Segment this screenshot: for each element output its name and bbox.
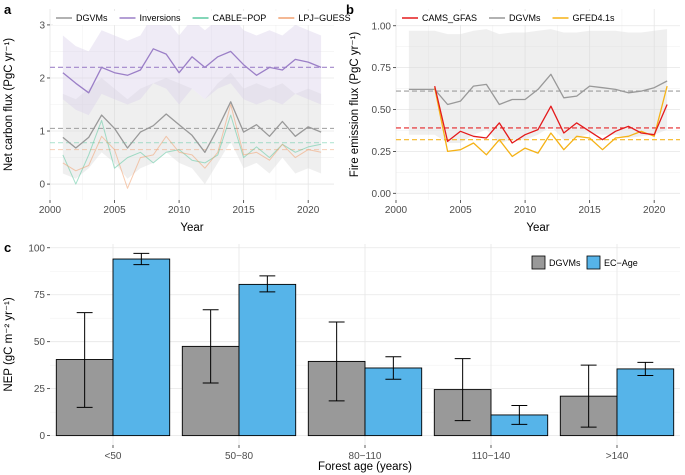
x-tick-label: 2015 [233, 205, 256, 216]
series-line [408, 73, 668, 106]
series-line [62, 114, 322, 185]
bar-ec-age [238, 283, 297, 437]
legend-label-a: CABLE−POP [213, 13, 267, 23]
panel-label-b: b [346, 2, 354, 17]
y-tick-label: 25 [34, 384, 46, 395]
series-line [62, 104, 322, 189]
y-axis-title-c: NEP (gC m⁻² yr⁻¹) [3, 297, 15, 392]
x-axis-title-c: Forest age (years) [318, 461, 412, 473]
legend-label-b: DGVMs [509, 13, 541, 23]
y-tick-label: 0.25 [372, 147, 392, 158]
uncertainty-band [408, 29, 668, 144]
y-tick-label: 0 [39, 180, 45, 191]
legend-label-a: Inversions [140, 13, 182, 23]
x-axis-title-a: Year [180, 222, 203, 234]
panel-label-c: c [4, 240, 11, 255]
x-tick-label: 50−80 [225, 451, 254, 462]
x-tick-label: 80−110 [349, 451, 382, 462]
y-tick-label: 0 [39, 431, 45, 442]
y-tick-label: 0.75 [372, 63, 392, 74]
uncertainty-band [62, 72, 322, 185]
x-tick-label: 2000 [39, 205, 62, 216]
y-tick-label: 75 [34, 290, 46, 301]
y-axis-title-a: Net carbon flux (PgC yr⁻¹) [3, 38, 15, 171]
legend-label-a: DGVMs [76, 13, 108, 23]
legend-key-c [531, 255, 546, 270]
x-axis-title-b: Year [526, 222, 549, 234]
series-line [62, 101, 322, 153]
x-tick-label: 2010 [168, 205, 191, 216]
panel-b: b 2000 2005 2010 2015 2020 0.00 0.25 0.50 0.75 1.0… [346, 2, 680, 234]
series-line [62, 48, 322, 94]
y-tick-label: 1.00 [372, 21, 392, 32]
legend-label-c: DGVMs [549, 258, 581, 268]
bar-ec-age [112, 258, 171, 437]
legend-background [399, 11, 618, 25]
legend-key-c [586, 255, 601, 270]
y-tick-label: 2 [39, 73, 45, 84]
y-tick-label: 1 [39, 127, 45, 138]
legend-label-c: EC−Age [604, 258, 638, 268]
x-tick-label: 2005 [449, 205, 472, 216]
x-tick-label: >140 [606, 451, 629, 462]
panel-c: c 0 25 50 75 100 <50 50−80 80−110 110−140 >140 DGVM… [3, 240, 680, 473]
series-line [434, 85, 668, 158]
x-tick-label: 2020 [297, 205, 320, 216]
series-line [434, 85, 668, 144]
y-tick-label: 0.50 [372, 105, 392, 116]
legend-label-a: LPJ−GUESS [298, 13, 350, 23]
x-tick-label: 2020 [643, 205, 666, 216]
uncertainty-band [62, 14, 322, 116]
x-tick-label: <50 [105, 451, 122, 462]
panel-a: a 2000 2005 2010 2015 2020 0 1 2 3 DGVMs Inversions… [3, 2, 354, 234]
bar-ec-age [616, 368, 675, 437]
y-axis-title-b: Fire emission flux (PgC yr⁻¹) [349, 32, 361, 178]
legend-label-b: GFED4.1s [573, 13, 616, 23]
y-tick-label: 3 [39, 20, 45, 31]
x-tick-label: 2000 [385, 205, 408, 216]
y-tick-label: 0.00 [372, 189, 392, 200]
panel-label-a: a [4, 2, 12, 17]
y-tick-label: 100 [28, 243, 45, 254]
x-tick-label: 2005 [103, 205, 126, 216]
x-tick-label: 2010 [514, 205, 537, 216]
y-tick-label: 50 [34, 337, 46, 348]
x-tick-label: 110−140 [472, 451, 511, 462]
x-tick-label: 2015 [579, 205, 602, 216]
legend-label-b: CAMS_GFAS [422, 13, 477, 23]
plot-background [396, 9, 680, 200]
